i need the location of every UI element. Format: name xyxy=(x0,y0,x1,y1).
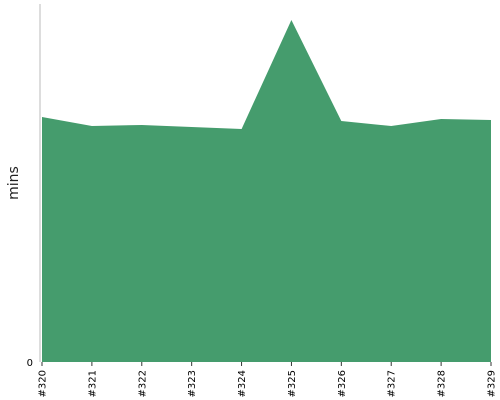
x-tick-label: #327 xyxy=(387,370,398,397)
y-tick-label: 0 xyxy=(27,358,33,369)
x-tick-label: #326 xyxy=(337,370,348,397)
y-axis-ticks: 0 xyxy=(27,358,33,369)
x-tick-label: #328 xyxy=(437,370,448,397)
x-tick-label: #322 xyxy=(137,370,148,397)
area-series xyxy=(42,20,491,362)
x-tick-label: #329 xyxy=(487,370,498,397)
x-tick-label: #320 xyxy=(38,370,49,397)
y-axis-title: mins xyxy=(6,166,22,200)
x-tick-label: #324 xyxy=(237,370,248,397)
x-tick-label: #321 xyxy=(87,370,98,397)
plot-area xyxy=(42,20,491,362)
x-tick-label: #323 xyxy=(187,370,198,397)
x-axis-ticks: #320 #321 #322 #323 #324 #325 #326 #327 #328 #329 xyxy=(38,362,498,397)
x-tick-label: #325 xyxy=(287,370,298,397)
